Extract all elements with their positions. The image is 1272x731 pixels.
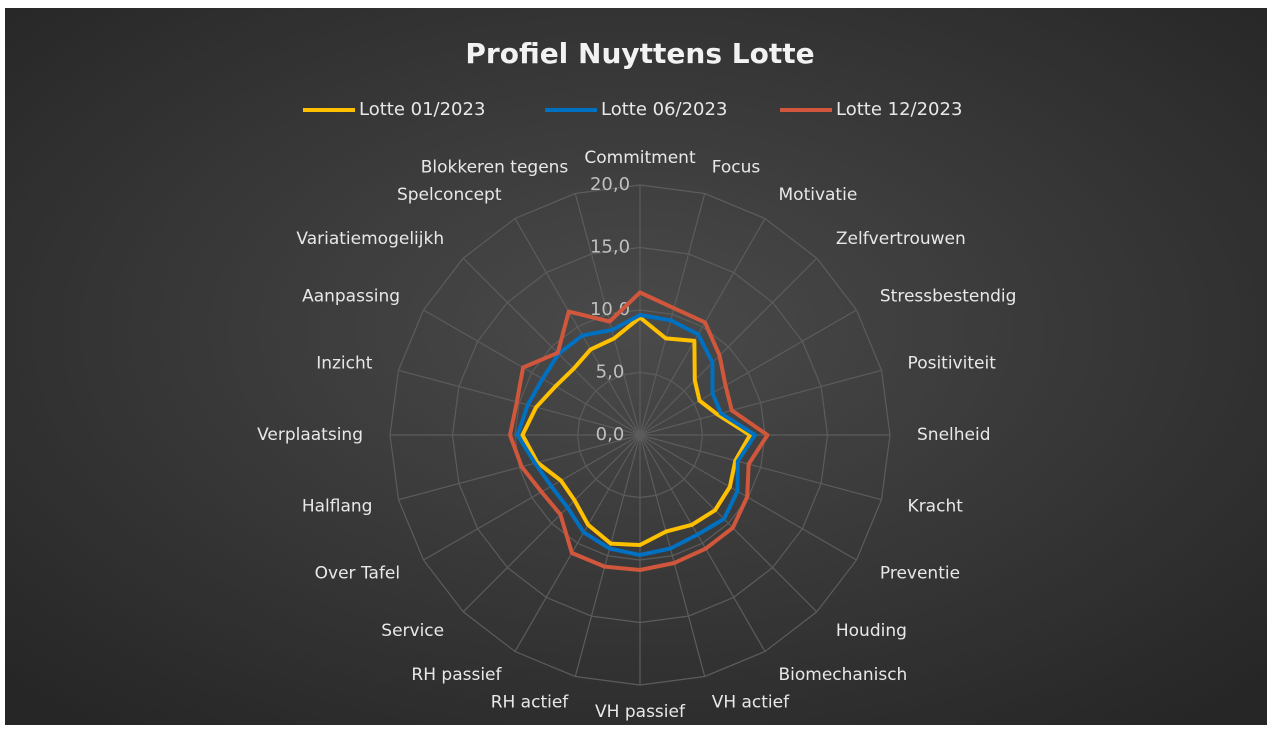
category-label: RH actief [491, 693, 570, 713]
series-line [508, 290, 770, 572]
category-label: Motivatie [779, 185, 858, 205]
category-label: Service [381, 621, 444, 641]
chart-title: Profiel Nuyttens Lotte [465, 37, 814, 70]
spoke [639, 434, 818, 613]
spoke [462, 257, 641, 436]
spoke [639, 309, 857, 436]
category-label: Positiviteit [908, 353, 997, 373]
spoke [423, 434, 641, 561]
spoke [639, 369, 882, 436]
category-label: Preventie [880, 564, 960, 584]
legend-label: Lotte 01/2023 [359, 99, 485, 120]
legend-label: Lotte 06/2023 [601, 99, 727, 120]
spoke [398, 434, 641, 501]
category-label: Verplaatsing [257, 425, 363, 445]
spoke [639, 257, 818, 436]
spoke [639, 434, 766, 652]
category-label: VH passief [595, 702, 686, 722]
category-label: Aanpassing [302, 287, 400, 307]
category-label: VH actief [712, 693, 790, 713]
category-label: Kracht [908, 497, 964, 517]
category-label: RH passief [411, 665, 502, 685]
category-label: Snelheid [917, 425, 991, 445]
category-label: Zelfvertrouwen [836, 229, 966, 249]
spoke [462, 434, 641, 613]
category-label: Variatiemogelijkh [296, 229, 444, 249]
tick-label: 0,0 [596, 424, 625, 445]
spoke [574, 434, 641, 677]
category-label: Focus [712, 157, 761, 177]
category-label: Houding [836, 621, 907, 641]
category-label: Stressbestendig [880, 287, 1017, 307]
category-label: Over Tafel [315, 564, 400, 584]
chart-background [5, 8, 1267, 725]
category-label: Halflang [302, 497, 373, 517]
spoke [398, 369, 641, 436]
spoke [639, 434, 706, 677]
category-label: Spelconcept [397, 185, 502, 205]
spoke [423, 309, 641, 436]
category-label: Inzicht [316, 353, 373, 373]
category-label: Blokkeren tegens [421, 157, 569, 177]
spoke [639, 218, 766, 436]
spoke [639, 434, 882, 501]
tick-label: 20,0 [590, 174, 630, 195]
spoke [574, 193, 641, 436]
series-line [520, 315, 752, 547]
legend-label: Lotte 12/2023 [836, 99, 962, 120]
spoke [514, 218, 641, 436]
tick-label: 15,0 [590, 237, 630, 258]
series-line [515, 313, 757, 557]
tick-label: 10,0 [590, 299, 630, 320]
category-label: Biomechanisch [779, 665, 908, 685]
category-label: Commitment [584, 148, 696, 168]
spoke [639, 193, 706, 436]
tick-label: 5,0 [596, 362, 625, 383]
spoke [514, 434, 641, 652]
